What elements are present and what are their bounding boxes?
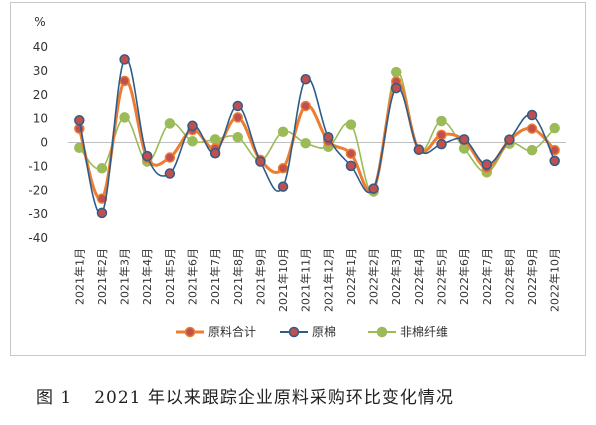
figure-caption: 图 1 2021 年以来跟踪企业原料采购环比变化情况	[36, 383, 454, 408]
data-point	[277, 181, 289, 192]
data-point	[504, 134, 515, 145]
x-tick-label: 2022年3月	[389, 248, 403, 305]
data-point	[277, 126, 289, 138]
data-point	[164, 118, 176, 129]
data-point	[345, 160, 357, 172]
y-tick-label: 0	[40, 136, 48, 150]
x-tick-label: 2022年8月	[502, 248, 516, 305]
figure-caption-text: 2021 年以来跟踪企业原料采购环比变化情况	[94, 388, 454, 408]
data-point	[209, 134, 221, 145]
data-point	[549, 155, 560, 167]
data-point	[390, 82, 402, 94]
data-point	[526, 144, 538, 156]
data-point	[119, 54, 130, 65]
line-chart: % 40 30 20 10 0 -10 -20 -30 -40 2021年1月 2021年2月 2021…	[28, 15, 566, 339]
data-point	[164, 152, 176, 163]
y-tick-label: -20	[28, 183, 48, 197]
data-point	[232, 100, 244, 112]
x-tick-label: 2022年6月	[457, 248, 471, 305]
x-tick-label: 2021年4月	[140, 248, 154, 305]
x-tick-label: 2021年8月	[231, 248, 245, 305]
y-tick-label: -30	[28, 207, 48, 221]
data-point	[345, 148, 357, 159]
y-tick-label: 20	[33, 88, 48, 102]
figure-label: 图 1	[36, 388, 73, 408]
data-point	[481, 159, 493, 170]
data-point	[277, 163, 289, 174]
y-tick-label: -10	[28, 159, 48, 173]
data-point	[119, 112, 130, 123]
data-point	[413, 144, 425, 155]
data-point	[96, 207, 108, 219]
legend-marker-0	[184, 326, 196, 338]
x-tick-label: 2021年6月	[186, 248, 200, 305]
data-point	[345, 119, 357, 130]
data-point	[300, 100, 311, 112]
data-point	[232, 131, 244, 143]
data-point	[436, 115, 447, 127]
data-point	[74, 115, 85, 126]
data-point	[526, 109, 538, 121]
x-tick-label: 2021年2月	[95, 248, 109, 305]
x-tick-label: 2021年7月	[208, 248, 222, 305]
legend-label-1: 原棉	[312, 325, 336, 339]
y-tick-label: 10	[33, 112, 48, 126]
x-tick-label: 2022年2月	[367, 248, 381, 305]
x-tick-label: 2022年9月	[525, 248, 539, 305]
x-tick-label: 2021年10月	[276, 248, 290, 312]
data-point	[209, 147, 221, 159]
data-point	[96, 163, 108, 174]
x-tick-label: 2022年10月	[548, 248, 562, 312]
data-point	[141, 150, 153, 162]
y-tick-label: 30	[33, 64, 48, 78]
data-point	[119, 75, 130, 87]
x-tick-label: 2022年1月	[344, 248, 358, 305]
x-tick-label: 2021年1月	[72, 248, 86, 305]
data-point	[390, 66, 402, 78]
data-point	[187, 136, 198, 147]
x-tick-label: 2022年5月	[435, 248, 449, 305]
data-point	[300, 73, 311, 85]
data-point	[323, 131, 334, 143]
data-point	[255, 156, 266, 167]
data-point	[436, 138, 447, 150]
data-point	[164, 168, 176, 179]
data-point	[187, 120, 198, 132]
data-point	[526, 123, 538, 134]
data-point	[549, 122, 560, 134]
legend-label-2: 非棉纤维	[400, 325, 448, 339]
y-axis-unit: %	[34, 15, 45, 29]
data-point	[232, 112, 244, 123]
x-tick-label: 2021年5月	[163, 248, 177, 305]
y-tick-label: 40	[33, 40, 48, 54]
x-tick-label: 2022年7月	[480, 248, 494, 305]
data-point	[300, 137, 311, 149]
x-tick-label: 2021年12月	[321, 248, 335, 312]
y-tick-label: -40	[28, 231, 48, 245]
legend-marker-2	[376, 326, 388, 338]
x-tick-label: 2022年4月	[412, 248, 426, 305]
x-tick-label: 2021年3月	[118, 248, 132, 305]
x-tick-label: 2021年9月	[253, 248, 267, 305]
series-line-1	[78, 57, 556, 215]
data-point	[368, 183, 379, 194]
data-point	[436, 129, 447, 141]
legend-label-0: 原料合计	[208, 324, 256, 339]
data-point	[458, 134, 470, 145]
legend-marker-1	[288, 326, 300, 338]
x-tick-label: 2021年11月	[299, 248, 313, 312]
